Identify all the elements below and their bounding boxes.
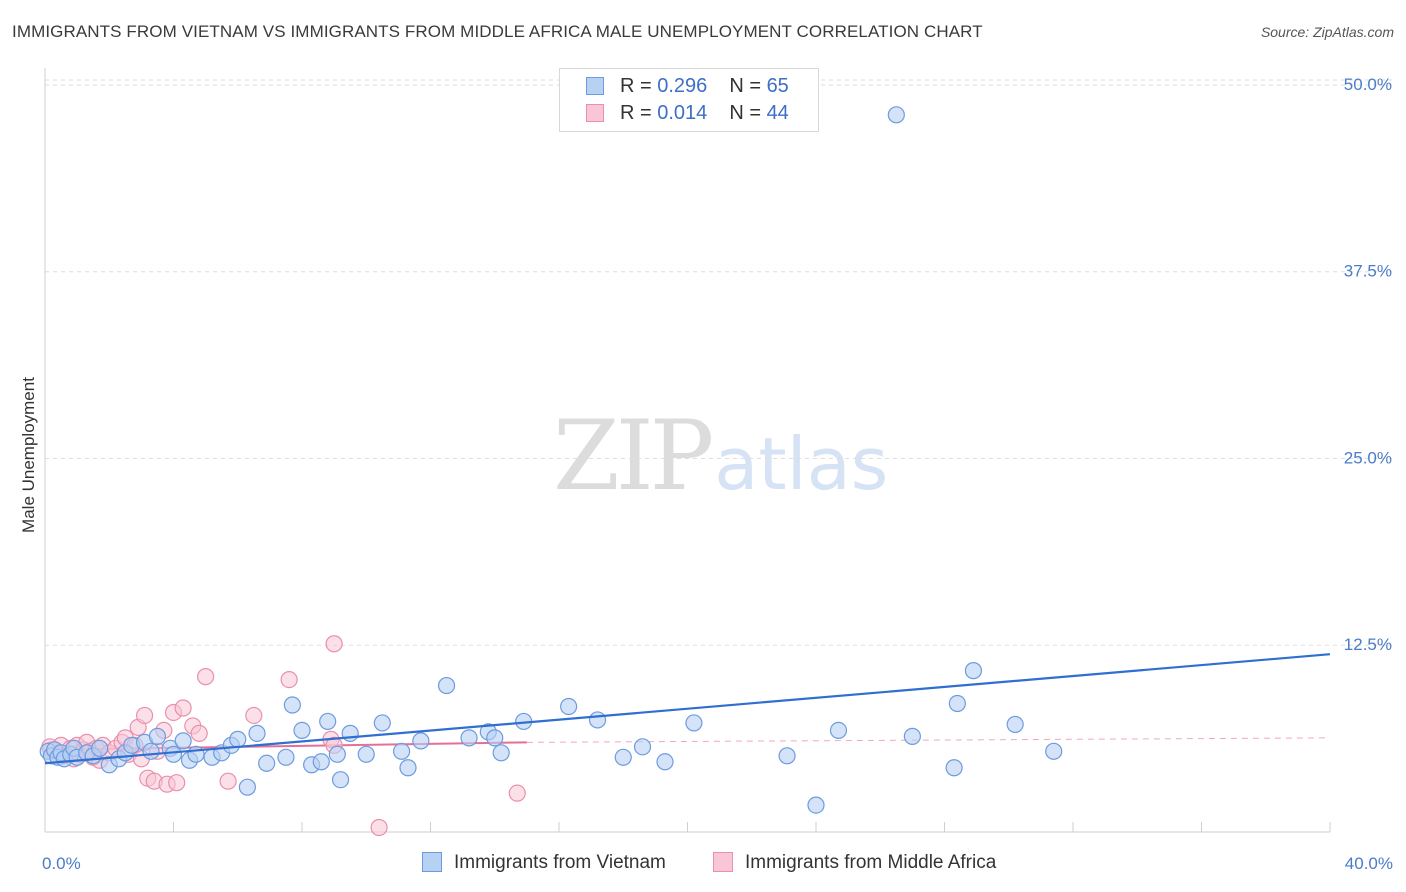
point-vietnam <box>357 745 375 763</box>
point-middle-africa <box>508 784 526 802</box>
point-vietnam <box>373 714 391 732</box>
point-vietnam <box>91 739 109 757</box>
point-vietnam <box>945 759 963 777</box>
point-vietnam <box>560 697 578 716</box>
point-vietnam <box>229 730 247 748</box>
watermark-zip: ZIP <box>553 400 714 512</box>
point-vietnam <box>778 747 796 765</box>
bottom-legend-swatch-middle-africa <box>713 852 733 872</box>
point-vietnam <box>392 742 411 760</box>
point-vietnam <box>319 712 337 731</box>
legend-n-value: 44 <box>766 102 789 124</box>
y-tick-label: 37.5% <box>1344 262 1392 281</box>
point-vietnam <box>829 721 848 740</box>
legend-row-middle-africa: R = 0.014 N = 44 <box>586 102 789 126</box>
point-middle-africa <box>135 706 154 725</box>
correlation-legend: R = 0.296 N = 65 R = 0.014 N = 44 <box>559 68 819 132</box>
point-vietnam <box>903 727 921 745</box>
point-vietnam <box>588 711 607 729</box>
legend-n-label: N = <box>729 75 767 97</box>
y-tick-label: 50.0% <box>1344 75 1392 94</box>
point-vietnam <box>486 729 504 747</box>
point-vietnam <box>807 796 825 814</box>
points-vietnam <box>39 106 1063 814</box>
points-middle-africa <box>41 635 526 837</box>
point-vietnam <box>399 759 417 777</box>
point-vietnam <box>164 745 183 763</box>
point-middle-africa <box>280 670 298 689</box>
point-vietnam <box>312 753 330 771</box>
axis-labels: 12.5% 25.0% 37.5% 50.0% 0.0% 40.0% Male Unempl… <box>19 75 1393 873</box>
x-tick-label: 40.0% <box>1345 854 1393 873</box>
legend-n-value: 65 <box>766 75 789 97</box>
legend-r-label: R = <box>620 102 658 124</box>
trend-lines-vietnam <box>44 653 1331 765</box>
x-tick-label: 0.0% <box>42 854 81 873</box>
bottom-legend-middle-africa: Immigrants from Middle Africa <box>713 852 996 874</box>
bottom-legend-label-vietnam: Immigrants from Vietnam <box>454 852 666 873</box>
point-middle-africa <box>174 699 192 717</box>
point-vietnam <box>1045 742 1063 760</box>
point-vietnam <box>283 696 301 714</box>
point-vietnam <box>248 724 266 742</box>
legend-swatch-middle-africa <box>586 104 604 122</box>
legend-r-value: 0.014 <box>657 102 708 124</box>
point-vietnam <box>328 745 346 763</box>
legend-r-label: R = <box>620 75 658 97</box>
point-vietnam <box>258 754 276 772</box>
y-tick-label: 25.0% <box>1344 448 1392 467</box>
point-vietnam <box>460 729 478 747</box>
point-vietnam <box>614 748 632 766</box>
point-vietnam <box>148 727 167 745</box>
point-middle-africa <box>197 668 215 686</box>
point-middle-africa <box>168 774 186 792</box>
bottom-legend-swatch-vietnam <box>422 852 442 872</box>
point-vietnam <box>964 662 983 680</box>
point-vietnam <box>1006 715 1024 734</box>
chart-title: IMMIGRANTS FROM VIETNAM VS IMMIGRANTS FR… <box>12 22 983 41</box>
point-vietnam <box>174 732 192 750</box>
point-vietnam <box>277 748 295 766</box>
point-vietnam <box>948 694 966 713</box>
point-vietnam <box>492 744 510 762</box>
legend-row-vietnam: R = 0.296 N = 65 <box>586 75 789 99</box>
y-tick-label: 12.5% <box>1344 635 1392 654</box>
point-middle-africa <box>325 635 343 653</box>
point-vietnam <box>656 753 674 771</box>
y-axis-title: Male Unemployment <box>19 377 38 533</box>
bottom-legend-label-middle-africa: Immigrants from Middle Africa <box>745 852 997 873</box>
point-middle-africa <box>245 706 263 725</box>
point-vietnam <box>633 738 652 756</box>
point-vietnam <box>238 778 256 796</box>
point-vietnam <box>685 714 703 732</box>
point-middle-africa <box>370 818 388 837</box>
axes <box>44 68 1331 833</box>
grid-lines <box>45 79 1392 646</box>
legend-swatch-vietnam <box>586 77 604 95</box>
point-middle-africa <box>190 724 208 742</box>
point-vietnam <box>331 771 350 789</box>
legend-r-value: 0.296 <box>657 75 708 97</box>
source-label: Source: ZipAtlas.com <box>1260 24 1394 40</box>
trend-line-vietnam <box>44 653 1331 765</box>
point-vietnam <box>887 106 905 124</box>
point-vietnam <box>341 724 359 742</box>
point-middle-africa <box>219 772 237 790</box>
watermark-atlas: atlas <box>714 422 889 506</box>
watermark: ZIPatlas <box>553 400 888 512</box>
trend-line-middle-africa-extension <box>526 737 1330 743</box>
point-vietnam <box>142 742 160 760</box>
point-vietnam <box>437 676 456 695</box>
point-vietnam <box>187 745 205 763</box>
legend-n-label: N = <box>729 102 767 124</box>
bottom-legend-vietnam: Immigrants from Vietnam <box>422 852 666 874</box>
point-vietnam <box>293 721 311 740</box>
point-vietnam <box>412 732 430 750</box>
